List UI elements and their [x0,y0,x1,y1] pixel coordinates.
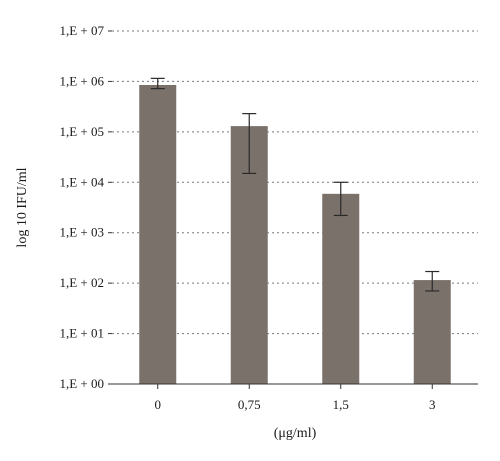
y-tick-label: 1,E + 07 [59,23,104,38]
y-tick-label: 1,E + 02 [59,275,104,290]
x-tick-label: 0 [155,397,162,412]
x-tick-label: 3 [429,397,436,412]
x-axis-label: (μg/ml) [274,426,317,441]
error-bars [150,77,440,292]
bars [139,84,451,384]
y-tick-label: 1,E + 06 [59,73,104,88]
y-tick-label: 1,E + 04 [59,174,104,189]
x-tick-label: 0,75 [238,397,261,412]
y-axis-ticks: 1,E + 00 1,E + 01 1,E + 02 1,E + 03 1,E + 04… [59,23,112,391]
y-tick-label: 1,E + 05 [59,124,104,139]
bar [413,280,451,384]
y-tick-label: 1,E + 00 [59,376,104,391]
y-axis-label: log 10 IFU/ml [15,167,30,247]
bar [139,84,177,384]
bar [322,193,360,384]
x-axis-ticks: 0 0,75 1,5 3 [155,384,436,412]
y-tick-label: 1,E + 01 [59,326,104,341]
y-tick-label: 1,E + 03 [59,225,104,240]
x-tick-label: 1,5 [333,397,349,412]
